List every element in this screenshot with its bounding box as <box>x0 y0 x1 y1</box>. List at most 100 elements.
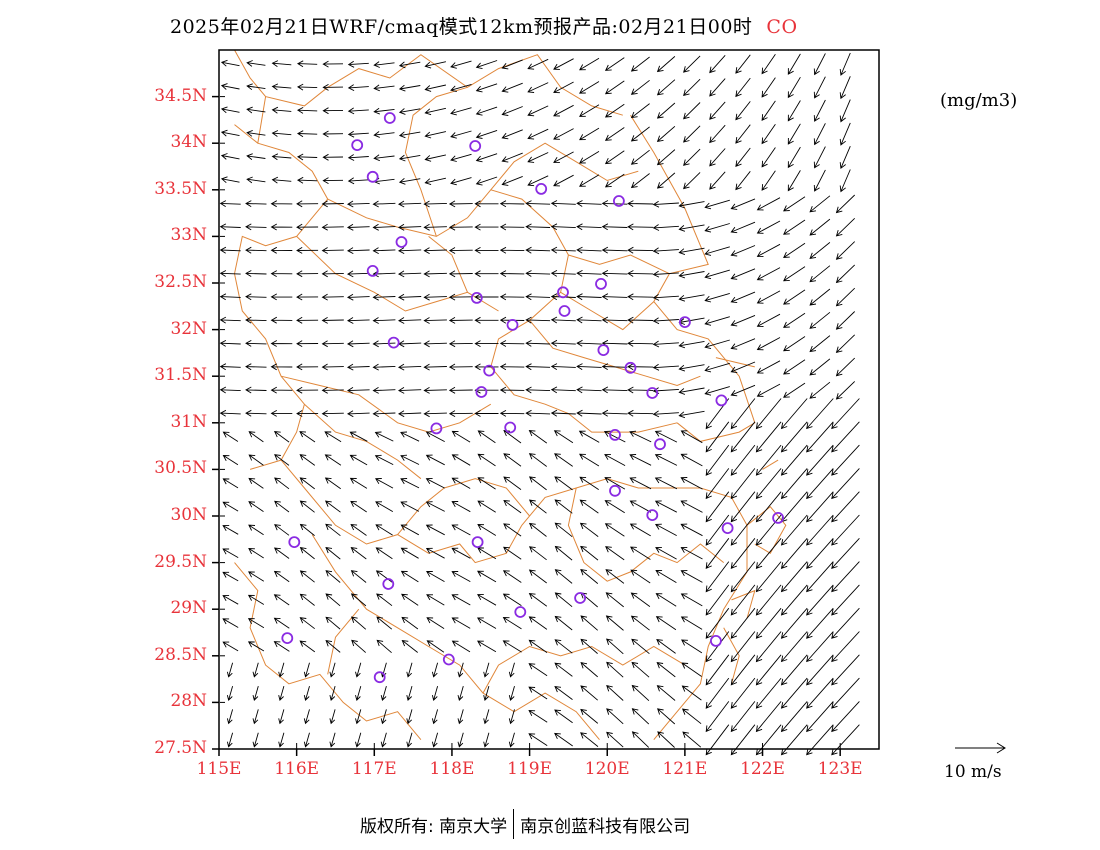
wind-arrow <box>322 84 344 91</box>
wind-arrow <box>423 200 447 208</box>
wind-arrow <box>629 477 652 490</box>
wind-arrow <box>655 546 677 560</box>
wind-arrow <box>270 363 293 371</box>
wind-arrow <box>296 363 319 371</box>
wind-arrow <box>705 584 730 616</box>
boundary-line <box>327 608 360 675</box>
wind-arrow <box>787 100 801 122</box>
station-marker <box>366 170 379 183</box>
wind-arrow <box>655 570 677 583</box>
wind-arrow <box>787 170 801 192</box>
wind-arrow <box>502 570 522 583</box>
wind-arrow <box>248 501 264 512</box>
wind-arrow <box>324 477 341 490</box>
boundary-line <box>428 236 468 293</box>
wind-arrow <box>347 60 369 68</box>
legend-arrow <box>955 742 1006 754</box>
wind-arrow <box>508 709 515 725</box>
wind-arrow <box>755 701 782 733</box>
wind-arrow <box>756 243 781 258</box>
boundary-line <box>521 478 748 741</box>
wind-arrow <box>222 595 239 605</box>
wind-arrow <box>246 129 266 137</box>
wind-arrow <box>652 363 679 371</box>
wind-arrow <box>448 340 473 348</box>
wind-arrow <box>303 662 310 678</box>
wind-arrow <box>579 127 600 141</box>
wind-arrow <box>499 340 525 347</box>
wind-arrow <box>680 546 703 560</box>
wind-arrow <box>652 410 679 418</box>
wind-arrow <box>831 654 860 686</box>
wind-arrow <box>299 593 315 606</box>
station-marker <box>558 305 571 317</box>
wind-arrow <box>501 59 523 70</box>
y-tick-label: 34.5N <box>154 85 207 106</box>
wind-arrow <box>451 501 471 513</box>
wind-arrow <box>347 177 369 185</box>
wind-arrow <box>604 103 625 118</box>
wind-arrow <box>554 545 573 561</box>
wind-arrow <box>252 709 259 725</box>
wind-arrow <box>527 82 549 93</box>
wind-arrow <box>528 546 547 561</box>
wind-arrow <box>246 153 266 160</box>
wind-arrow <box>219 270 241 277</box>
wind-arrow <box>296 316 319 324</box>
station-marker <box>772 512 784 524</box>
wind-arrow <box>380 709 387 725</box>
y-tick-label: 27.5N <box>154 738 207 758</box>
wind-arrow <box>678 224 705 232</box>
wind-arrow <box>576 223 602 231</box>
wind-arrow <box>835 357 856 377</box>
wind-arrow <box>400 524 420 536</box>
wind-arrow <box>780 654 808 686</box>
wind-arrow <box>652 200 679 208</box>
wind-arrow <box>274 500 290 513</box>
wind-arrow <box>630 173 650 189</box>
wind-arrow <box>604 173 625 188</box>
wind-arrow <box>246 60 266 67</box>
wind-arrow <box>406 685 413 701</box>
wind-arrow <box>397 293 422 301</box>
wind-arrow <box>630 126 650 142</box>
wind-arrow <box>603 430 626 443</box>
wind-arrow <box>448 223 473 231</box>
wind-arrow <box>351 639 366 653</box>
wind-arrow <box>299 454 316 466</box>
wind-arrow <box>630 103 650 119</box>
wind-arrow <box>350 547 367 560</box>
wind-arrow <box>296 176 318 184</box>
station-marker <box>281 632 294 644</box>
wind-arrow <box>270 386 293 394</box>
wind-arrow <box>220 176 240 184</box>
wind-arrow <box>474 293 499 301</box>
wind-arrow <box>322 130 344 138</box>
wind-arrow <box>730 584 756 616</box>
wind-arrow <box>550 270 576 277</box>
station-marker <box>483 364 496 377</box>
station-marker <box>557 286 569 299</box>
wind-arrow <box>397 200 422 208</box>
wind-arrow <box>325 593 341 607</box>
wind-arrow <box>550 363 576 370</box>
wind-arrow <box>423 293 447 301</box>
wind-arrow <box>705 538 730 570</box>
wind-arrow <box>220 153 240 160</box>
wind-arrow <box>730 538 756 570</box>
wind-arrow <box>806 724 834 756</box>
wind-arrow <box>809 195 831 213</box>
wind-arrow <box>325 616 341 630</box>
station-marker <box>475 386 488 398</box>
wind-arrow <box>271 106 292 114</box>
wind-arrow <box>450 60 472 69</box>
wind-arrow <box>730 421 756 453</box>
wind-arrow <box>525 223 551 231</box>
station-marker <box>597 344 610 357</box>
wind-arrow <box>376 593 393 607</box>
wind-arrow <box>270 293 293 301</box>
wind-arrow <box>630 615 650 631</box>
wind-arrow <box>222 501 239 512</box>
boundary-line <box>234 124 259 144</box>
